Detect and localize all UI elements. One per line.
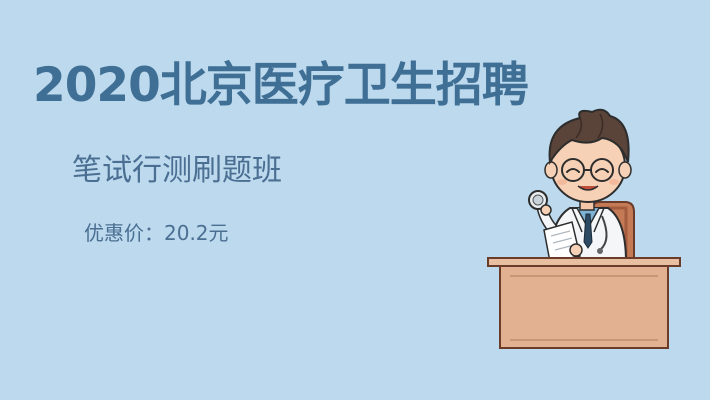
banner-title: 2020北京医疗卫生招聘 — [33, 58, 529, 113]
price-label: 优惠价 — [84, 221, 144, 245]
doctor-head — [544, 108, 632, 211]
price-separator: ： — [144, 221, 164, 245]
doctor-at-desk-illustration — [487, 108, 681, 349]
price-value: 20.2元 — [164, 221, 229, 245]
paper-sheet — [543, 221, 583, 263]
desk — [487, 257, 681, 349]
price-line: 优惠价：20.2元 — [84, 223, 229, 243]
banner-subtitle: 笔试行测刷题班 — [72, 153, 282, 188]
